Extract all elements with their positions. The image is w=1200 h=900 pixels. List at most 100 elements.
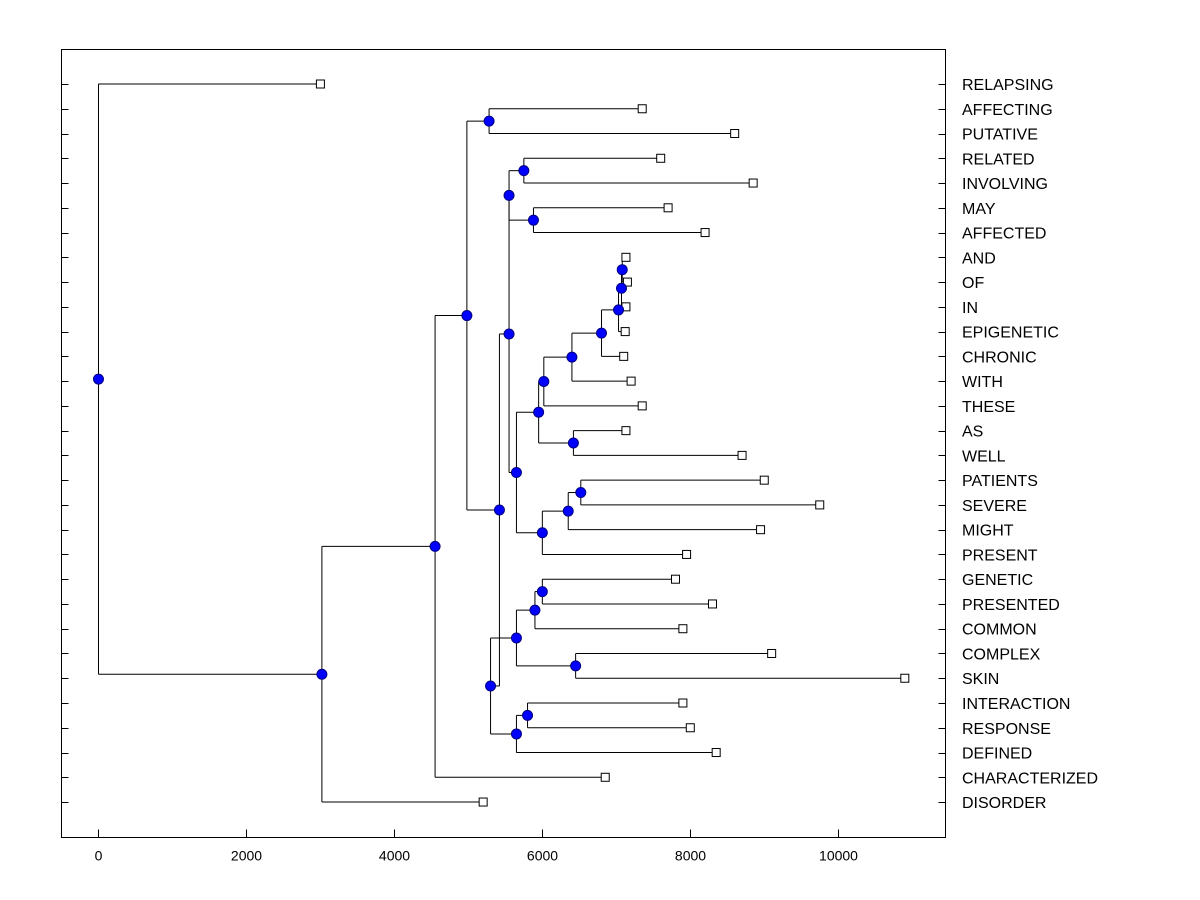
- leaf-marker: [622, 277, 632, 287]
- leaf-label: OF: [962, 275, 984, 292]
- leaf-label: PATIENTS: [962, 473, 1038, 490]
- leaf-label: MIGHT: [962, 523, 1014, 540]
- leaf-label: COMPLEX: [962, 646, 1041, 663]
- leaf-marker: [637, 104, 647, 114]
- leaf-marker: [756, 525, 766, 535]
- node-marker: [596, 327, 608, 339]
- node-marker: [567, 437, 579, 449]
- y-axis-ticks: [61, 84, 946, 803]
- leaf-label: RELATED: [962, 151, 1035, 168]
- node-marker: [485, 680, 497, 692]
- node-marker: [536, 527, 548, 539]
- leaf-marker: [656, 153, 666, 163]
- leaf-label: AS: [962, 424, 983, 441]
- leaf-label: MAY: [962, 201, 996, 218]
- leaf-label: SEVERE: [962, 498, 1027, 515]
- node-marker: [483, 115, 495, 127]
- node-marker: [616, 264, 628, 276]
- leaf-label: GENETIC: [962, 572, 1033, 589]
- leaf-marker: [315, 79, 325, 89]
- leaf-markers: [315, 79, 910, 807]
- leaf-marker: [670, 574, 680, 584]
- leaf-marker: [759, 475, 769, 485]
- x-tick-label: 4000: [379, 848, 410, 864]
- node-marker: [527, 214, 539, 226]
- leaf-label: INVOLVING: [962, 176, 1048, 193]
- leaf-marker: [621, 252, 631, 262]
- leaf-label: RELAPSING: [962, 77, 1054, 94]
- node-marker: [575, 487, 587, 499]
- leaf-marker: [700, 228, 710, 238]
- leaf-label: PRESENT: [962, 547, 1038, 564]
- node-marker: [510, 728, 522, 740]
- leaf-label: AND: [962, 250, 996, 267]
- leaf-marker: [685, 723, 695, 733]
- leaf-marker: [678, 698, 688, 708]
- leaf-label: WELL: [962, 448, 1006, 465]
- leaf-marker: [619, 351, 629, 361]
- leaf-label: SKIN: [962, 671, 999, 688]
- leaf-marker: [600, 772, 610, 782]
- leaf-label: PRESENTED: [962, 597, 1060, 614]
- node-marker: [570, 660, 582, 672]
- leaf-label: EPIGENETIC: [962, 325, 1059, 342]
- leaf-labels: RELAPSING AFFECTING PUTATIVE RELATED INVOLVI…: [962, 77, 1098, 812]
- x-tick-label: 0: [95, 848, 103, 864]
- x-tick-label: 8000: [675, 848, 706, 864]
- node-marker: [461, 310, 473, 322]
- leaf-marker: [767, 648, 777, 658]
- x-tick-label: 10000: [819, 848, 858, 864]
- leaf-label: AFFECTED: [962, 226, 1046, 243]
- leaf-label: CHRONIC: [962, 349, 1037, 366]
- node-marker: [493, 504, 505, 516]
- node-markers: [92, 115, 628, 740]
- leaf-label: WITH: [962, 374, 1003, 391]
- node-marker: [503, 189, 515, 201]
- leaf-label: COMMON: [962, 622, 1037, 639]
- leaf-marker: [621, 426, 631, 436]
- x-axis: 0 2000 4000 6000 8000 10000: [95, 829, 858, 864]
- node-marker: [615, 282, 627, 294]
- node-marker: [92, 373, 104, 385]
- leaf-label: RESPONSE: [962, 721, 1051, 738]
- leaf-marker: [900, 673, 910, 683]
- leaf-label: AFFECTING: [962, 102, 1053, 119]
- node-marker: [510, 632, 522, 644]
- leaf-label: CHARACTERIZED: [962, 770, 1098, 787]
- leaf-label: DEFINED: [962, 746, 1032, 763]
- node-marker: [522, 709, 534, 721]
- leaf-marker: [637, 401, 647, 411]
- node-marker: [429, 540, 441, 552]
- leaf-label: IN: [962, 300, 978, 317]
- node-marker: [510, 467, 522, 479]
- leaf-marker: [707, 599, 717, 609]
- node-marker: [536, 586, 548, 598]
- node-marker: [566, 351, 578, 363]
- leaf-marker: [626, 376, 636, 386]
- node-marker: [538, 376, 550, 388]
- leaf-marker: [682, 549, 692, 559]
- leaf-marker: [620, 327, 630, 337]
- leaf-marker: [748, 178, 758, 188]
- node-marker: [533, 406, 545, 418]
- x-tick-label: 6000: [527, 848, 558, 864]
- plot-area: [61, 49, 946, 838]
- leaf-marker: [663, 203, 673, 213]
- leaf-label: INTERACTION: [962, 696, 1070, 713]
- x-tick-label: 2000: [231, 848, 262, 864]
- plot-frame: [61, 49, 946, 838]
- leaf-marker: [730, 129, 740, 139]
- node-marker: [562, 505, 574, 517]
- leaf-marker: [678, 624, 688, 634]
- leaf-label: DISORDER: [962, 795, 1046, 812]
- leaf-marker: [711, 748, 721, 758]
- leaf-marker: [815, 500, 825, 510]
- leaf-marker: [478, 797, 488, 807]
- node-marker: [518, 165, 530, 177]
- node-marker: [503, 328, 515, 340]
- node-marker: [316, 668, 328, 680]
- node-marker: [613, 304, 625, 316]
- leaf-marker: [737, 450, 747, 460]
- leaf-label: PUTATIVE: [962, 127, 1038, 144]
